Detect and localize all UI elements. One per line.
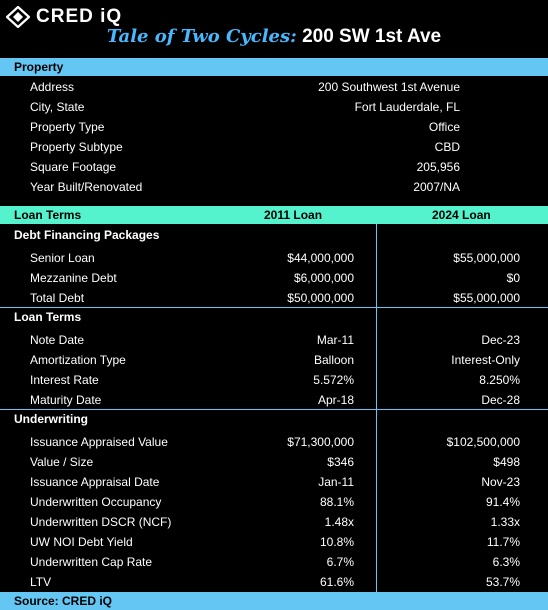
value-2024: Interest-Only xyxy=(451,353,520,367)
terms-section-row: Amortization Type Balloon Interest-Only xyxy=(0,350,548,370)
value-2011: 6.7% xyxy=(326,555,354,569)
property-label: Year Built/Renovated xyxy=(30,180,143,194)
terms-section-heading: Loan Terms xyxy=(14,310,82,324)
underwriting-section-row: Underwritten DSCR (NCF) 1.48x 1.33x xyxy=(0,512,548,532)
header: CRED iQ Tale of Two Cycles: 200 SW 1st A… xyxy=(0,0,548,56)
title-script: Tale of Two Cycles: xyxy=(106,26,297,47)
row-label: Underwritten Cap Rate xyxy=(30,555,153,569)
value-2024: $0 xyxy=(506,271,520,285)
property-label: Property Subtype xyxy=(30,140,123,154)
terms-section-row: Maturity Date Apr-18 Dec-28 xyxy=(0,390,548,410)
value-2011: 10.8% xyxy=(319,535,354,549)
value-2011: 5.572% xyxy=(313,373,354,387)
value-2024: 1.33x xyxy=(490,515,520,529)
value-2011: Jan-11 xyxy=(318,475,354,489)
property-heading: Property xyxy=(14,60,64,74)
underwriting-section-row: UW NOI Debt Yield 10.8% 11.7% xyxy=(0,532,548,552)
section-divider xyxy=(0,307,548,308)
property-label: Property Type xyxy=(30,120,105,134)
value-2024: $498 xyxy=(493,455,520,469)
underwriting-section-row: Underwritten Occupancy 88.1% 91.4% xyxy=(0,492,548,512)
property-value: Office xyxy=(428,120,460,134)
row-label: Maturity Date xyxy=(30,393,102,407)
value-2024: $102,500,000 xyxy=(446,435,520,449)
row-label: Amortization Type xyxy=(30,353,126,367)
source-band: Source: CRED iQ xyxy=(0,592,548,610)
value-2024: Nov-23 xyxy=(481,475,520,489)
value-2011: $346 xyxy=(327,455,354,469)
value-2024: 11.7% xyxy=(486,535,520,549)
property-row: Property Type Office xyxy=(0,117,548,137)
property-label: City, State xyxy=(30,100,85,114)
debt-section-row: Total Debt $50,000,000 $55,000,000 xyxy=(0,288,548,308)
section-divider xyxy=(0,409,548,410)
value-2011: 88.1% xyxy=(319,495,354,509)
value-2011: Mar-11 xyxy=(316,333,354,347)
col-2024-header: 2024 Loan xyxy=(432,208,491,222)
loan-header-label: Loan Terms xyxy=(14,208,82,222)
value-2011: Apr-18 xyxy=(317,393,354,407)
row-label: Underwritten DSCR (NCF) xyxy=(30,515,172,529)
row-label: Note Date xyxy=(30,333,85,347)
value-2024: 53.7% xyxy=(485,575,520,589)
page-title: Tale of Two Cycles: 200 SW 1st Ave xyxy=(0,26,548,48)
debt-section-heading: Debt Financing Packages xyxy=(14,228,160,242)
row-label: Mezzanine Debt xyxy=(30,271,117,285)
logo-text: CRED iQ xyxy=(36,6,123,27)
row-label: Total Debt xyxy=(30,291,85,305)
value-2024: $55,000,000 xyxy=(453,251,520,265)
cred-iq-logo: CRED iQ xyxy=(6,6,122,28)
debt-section-row: Mezzanine Debt $6,000,000 $0 xyxy=(0,268,548,288)
underwriting-section-row: LTV 61.6% 53.7% xyxy=(0,572,548,592)
source-text: Source: CRED iQ xyxy=(14,594,113,608)
row-label: Underwritten Occupancy xyxy=(30,495,162,509)
property-header-band: Property xyxy=(0,58,548,76)
property-value: 200 Southwest 1st Avenue xyxy=(318,80,460,94)
value-2024: 8.250% xyxy=(479,373,520,387)
value-2024: $55,000,000 xyxy=(453,291,520,305)
column-divider xyxy=(376,224,377,592)
value-2024: 91.4% xyxy=(485,495,520,509)
value-2011: $6,000,000 xyxy=(293,271,354,285)
underwriting-section-row: Value / Size $346 $498 xyxy=(0,452,548,472)
row-label: Issuance Appraised Value xyxy=(30,435,168,449)
property-row: Address 200 Southwest 1st Avenue xyxy=(0,77,548,97)
property-value: Fort Lauderdale, FL xyxy=(354,100,460,114)
value-2011: 61.6% xyxy=(319,575,354,589)
underwriting-section-row: Issuance Appraised Value $71,300,000 $102,… xyxy=(0,432,548,452)
row-label: Issuance Appraisal Date xyxy=(30,475,160,489)
value-2011: Balloon xyxy=(313,353,354,367)
col-2011-header: 2011 Loan xyxy=(264,208,323,222)
underwriting-section-row: Underwritten Cap Rate 6.7% 6.3% xyxy=(0,552,548,572)
loan-header-band: Loan Terms 2011 Loan 2024 Loan xyxy=(0,206,548,224)
value-2024: Dec-28 xyxy=(481,393,520,407)
property-label: Address xyxy=(30,80,75,94)
property-row: Year Built/Renovated 2007/NA xyxy=(0,177,548,197)
row-label: Value / Size xyxy=(30,455,94,469)
value-2024: Dec-23 xyxy=(481,333,520,347)
terms-section-row: Note Date Mar-11 Dec-23 xyxy=(0,330,548,350)
underwriting-section-row: Issuance Appraisal Date Jan-11 Nov-23 xyxy=(0,472,548,492)
property-label: Square Footage xyxy=(30,160,117,174)
terms-section-row: Interest Rate 5.572% 8.250% xyxy=(0,370,548,390)
row-label: Interest Rate xyxy=(30,373,99,387)
row-label: UW NOI Debt Yield xyxy=(30,535,133,549)
cred-iq-logo-icon xyxy=(6,6,30,28)
property-value: CBD xyxy=(434,140,460,154)
underwriting-section-heading: Underwriting xyxy=(14,412,88,426)
value-2011: $71,300,000 xyxy=(287,435,354,449)
property-row: Square Footage 205,956 xyxy=(0,157,548,177)
row-label: LTV xyxy=(30,575,52,589)
value-2011: $50,000,000 xyxy=(287,291,354,305)
property-value: 2007/NA xyxy=(413,180,460,194)
value-2011: $44,000,000 xyxy=(287,251,354,265)
debt-section-row: Senior Loan $44,000,000 $55,000,000 xyxy=(0,248,548,268)
row-label: Senior Loan xyxy=(30,251,95,265)
title-address: 200 SW 1st Ave xyxy=(302,26,442,47)
property-row: City, State Fort Lauderdale, FL xyxy=(0,97,548,117)
value-2011: 1.48x xyxy=(324,515,354,529)
value-2024: 6.3% xyxy=(492,555,520,569)
property-value: 205,956 xyxy=(416,160,460,174)
property-row: Property Subtype CBD xyxy=(0,137,548,157)
